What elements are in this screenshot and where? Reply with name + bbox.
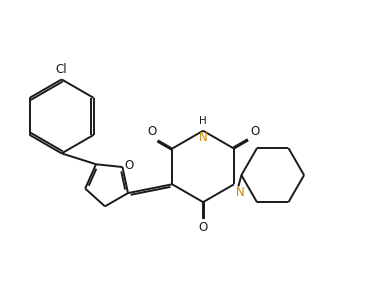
Text: N: N: [199, 131, 207, 144]
Text: N: N: [236, 186, 245, 200]
Text: O: O: [148, 125, 157, 138]
Text: O: O: [199, 221, 208, 234]
Text: O: O: [125, 159, 134, 172]
Text: H: H: [199, 116, 207, 126]
Text: Cl: Cl: [56, 63, 68, 76]
Text: O: O: [251, 125, 260, 138]
